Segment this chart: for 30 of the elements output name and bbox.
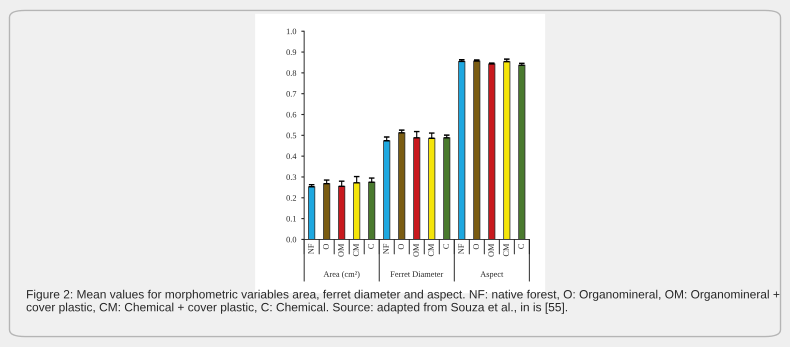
text: Area (cm²) bbox=[324, 271, 360, 279]
x-tick-label: C bbox=[518, 244, 524, 249]
x-tick-label: C bbox=[443, 244, 449, 249]
x-tick-label: NF bbox=[458, 244, 464, 254]
y-tick-label: 0.0 bbox=[286, 236, 296, 242]
y-tick-label: 1.0 bbox=[286, 28, 296, 34]
y-tick-label: 0.1 bbox=[286, 216, 296, 222]
y-tick-label: 0.9 bbox=[286, 49, 296, 56]
x-tick-label: OM bbox=[488, 244, 494, 257]
y-tick-label: 0.8 bbox=[286, 70, 296, 76]
y-tick-label: 0.7 bbox=[286, 91, 296, 97]
y-tick-label: 0.3 bbox=[286, 174, 296, 180]
x-tick-label: O bbox=[323, 244, 329, 250]
x-tick-label: C bbox=[368, 244, 374, 249]
text: Ferret Diameter bbox=[390, 271, 444, 277]
caption: Figure 2: Mean values for morphometric variables area, ferret diameter and aspect. NF: native forest, O: Organomineral, OM: Organomineral + cover plastic, CM: Chemical + cover plastic, C: Chemical. Source: adapted from Souza et al., in is [55]. bbox=[26, 290, 780, 314]
text: Aspect bbox=[480, 271, 504, 279]
x-tick-label: CM bbox=[428, 244, 434, 256]
x-tick-label: O bbox=[473, 244, 479, 250]
x-tick-label: CM bbox=[353, 244, 359, 256]
x-tick-label: CM bbox=[503, 244, 509, 256]
y-tick-label: 0.4 bbox=[286, 154, 296, 160]
x-tick-label: NF bbox=[308, 244, 314, 254]
x-tick-label: OM bbox=[413, 244, 419, 257]
y-tick-label: 0.2 bbox=[286, 195, 296, 201]
y-tick-label: 0.5 bbox=[286, 132, 296, 138]
y-tick-label: 0.6 bbox=[286, 112, 296, 118]
x-tick-label: NF bbox=[383, 244, 389, 254]
x-tick-label: OM bbox=[338, 244, 344, 257]
x-tick-label: O bbox=[398, 244, 404, 250]
